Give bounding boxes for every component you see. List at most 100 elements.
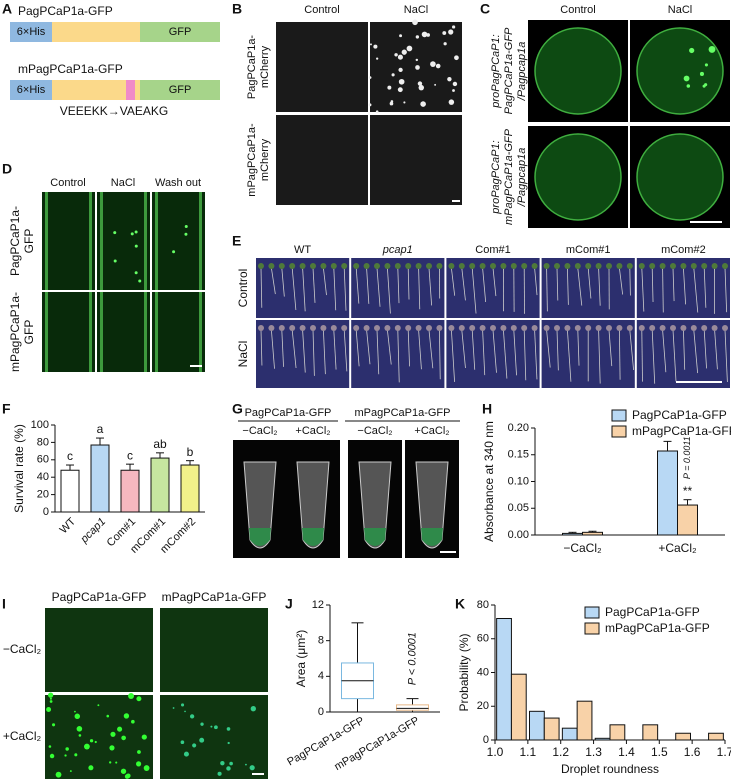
bar [90,444,110,513]
row-label: mPagPCaP1a- [246,123,258,197]
root [291,329,297,369]
seedling [268,325,275,331]
root [397,329,400,383]
root [683,329,686,370]
root [312,267,316,303]
seedling [564,325,571,331]
speck [48,745,52,748]
root [461,267,466,301]
speck [49,753,55,759]
row-label: GFP [22,320,36,345]
root [271,267,276,295]
bar [576,700,593,741]
seedling [616,263,623,269]
gfp-box [140,80,220,100]
speck [227,741,230,745]
root [302,267,306,312]
seedling [436,263,443,269]
seedling [564,263,571,269]
speck [94,740,97,744]
x-tick-label: 1.7 [717,745,731,759]
micrograph [276,115,368,205]
condensate [138,279,142,283]
y-tick-label: 0.00 [508,529,529,541]
speck [368,76,372,79]
gfp-box [140,22,220,42]
x-tick-label: 1.2 [552,745,569,759]
gfp-label: GFP [169,84,192,96]
root [291,267,297,311]
seedling [490,263,496,269]
speck [131,719,135,724]
speck [69,770,72,772]
seedling [330,325,337,331]
speck [417,81,423,86]
condensate [134,244,138,248]
speck [448,29,454,35]
speck [452,81,458,87]
seedling [500,263,507,269]
speck [415,35,420,39]
speck [136,761,142,767]
speck [229,761,233,766]
panel-letter: H [482,401,492,417]
cell-wall [100,192,103,290]
root [619,329,621,380]
panel-letter: B [232,1,242,17]
x-tick-label: −CaCl₂ [563,541,602,555]
condensate [172,250,176,254]
y-axis-label: Probability (%) [457,633,471,711]
seedling [415,263,422,269]
speck [430,61,436,67]
y-tick-label: 80 [37,436,49,448]
speck [226,727,231,731]
y-axis-label: Absorbance at 340 nm [482,421,496,542]
root [651,329,656,384]
y-tick-label: 0.05 [508,502,529,514]
bar [582,531,603,536]
speck [399,34,403,38]
condition-label: −CaCl₂ [357,425,392,437]
seedling [299,263,306,269]
seedling [606,263,612,269]
bar [594,737,611,741]
cell-wall [199,292,202,372]
root [693,329,699,374]
speck [452,25,456,29]
root [281,267,285,297]
root [461,329,466,369]
protoplast [534,27,622,115]
speck [89,739,94,743]
root [471,267,477,314]
bar [677,504,698,536]
root [451,329,455,382]
speck [434,83,437,86]
root [333,329,337,370]
root [407,267,410,300]
row-label: PagPCaP1a-GFP [503,27,515,114]
root [534,267,538,296]
seedling [722,263,728,269]
speck [181,703,185,707]
speck [391,73,395,77]
seedling [436,325,443,331]
speck [64,754,67,757]
seedling [554,263,560,269]
x-tick-label: 1.6 [684,745,701,759]
column-header: Wash out [155,177,201,189]
speck [250,706,256,712]
seedling [405,263,412,269]
row-label: mCherry [259,138,271,181]
seedling [574,263,581,269]
seedling [531,325,538,331]
bar [180,464,200,513]
root [703,329,707,369]
cell-wall [89,192,92,290]
root [629,329,634,371]
micrograph [45,608,153,692]
micrograph [45,695,153,779]
seedling [341,263,348,269]
root [651,267,654,302]
column-header: Control [560,4,595,16]
speck [143,765,150,771]
